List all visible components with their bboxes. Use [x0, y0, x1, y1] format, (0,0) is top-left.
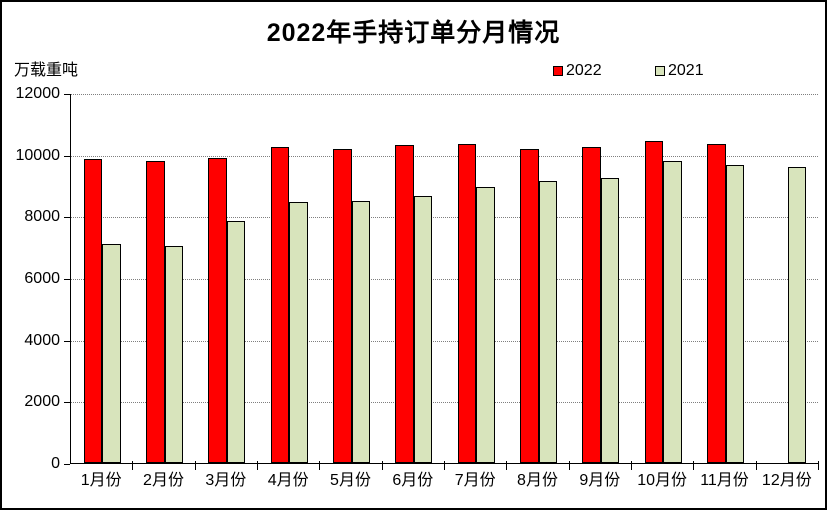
x-axis-tick [631, 461, 632, 470]
bar-2021-1月份 [102, 244, 121, 463]
bar-2021-6月份 [413, 196, 433, 463]
x-axis-tick [444, 461, 445, 470]
gridline-4000 [71, 340, 818, 342]
x-axis-label-12月份: 12月份 [761, 472, 812, 489]
y-axis-label: 12000 [15, 85, 61, 102]
bar-2021-7月份 [476, 187, 495, 463]
y-axis-tick [64, 155, 70, 157]
x-axis-label-1月份: 1月份 [80, 472, 122, 489]
legend: 2022 2021 [2, 62, 825, 82]
bar-2021-2月份 [164, 245, 183, 463]
gridline-6000 [71, 279, 818, 280]
bar-2022-1月份 [83, 159, 103, 463]
gridline-12000 [71, 94, 818, 95]
bar-2022-10月份 [644, 140, 664, 463]
bar-2022-4月份 [270, 146, 290, 463]
gridline-8000 [71, 217, 818, 219]
y-axis-label: 0 [51, 455, 60, 472]
x-axis-label-7月份: 7月份 [454, 472, 496, 489]
x-axis-tick [381, 461, 383, 470]
bar-2021-5月份 [351, 200, 370, 463]
x-axis-label-4月份: 4月份 [267, 472, 309, 489]
x-axis-label-10月份: 10月份 [637, 472, 688, 489]
x-axis-tick [319, 461, 321, 470]
y-axis-tick [64, 94, 70, 95]
bar-2021-4月份 [289, 202, 308, 463]
x-axis-tick [506, 461, 508, 470]
x-axis-label-5月份: 5月份 [330, 472, 371, 489]
x-axis-label-11月份: 11月份 [700, 472, 749, 489]
x-axis-tick [755, 461, 757, 470]
y-axis-tick [64, 464, 70, 465]
y-axis-tick [64, 217, 70, 219]
legend-item-2022: 2022 [553, 62, 602, 80]
x-axis-label-6月份: 6月份 [392, 472, 434, 489]
x-axis-tick [693, 461, 695, 470]
y-axis-tick [64, 402, 70, 404]
y-axis-label: 4000 [24, 331, 60, 349]
y-axis-label: 8000 [24, 208, 60, 226]
bar-2021-3月份 [226, 220, 246, 463]
y-axis-tick [64, 340, 70, 342]
legend-swatch-2021 [655, 66, 665, 76]
gridline-10000 [71, 155, 818, 157]
bar-2022-9月份 [582, 146, 601, 463]
bar-2021-8月份 [538, 180, 557, 463]
y-axis-label: 2000 [24, 393, 60, 411]
bar-2022-8月份 [520, 148, 539, 463]
chart-title: 2022年手持订单分月情况 [266, 19, 561, 47]
x-axis-label-8月份: 8月份 [517, 472, 558, 489]
bar-2022-6月份 [395, 145, 414, 463]
x-axis-label-9月份: 9月份 [579, 472, 621, 489]
bar-2022-11月份 [707, 143, 726, 463]
bar-2021-9月份 [600, 177, 620, 463]
bar-2022-7月份 [457, 143, 477, 463]
x-axis-tick [194, 461, 196, 470]
bar-2021-12月份 [787, 167, 807, 463]
x-axis-tick [257, 461, 258, 470]
y-axis-label: 10000 [15, 146, 61, 164]
x-axis-label-2月份: 2月份 [143, 472, 184, 489]
bar-2022-2月份 [146, 160, 165, 463]
bar-2022-3月份 [208, 157, 227, 463]
legend-swatch-2022 [553, 66, 563, 76]
legend-label: 2022 [566, 62, 602, 79]
bar-2021-11月份 [725, 165, 744, 463]
x-axis-tick [568, 461, 570, 470]
y-axis-tick [64, 279, 70, 280]
x-axis-tick [132, 461, 134, 470]
bar-2022-5月份 [333, 148, 352, 463]
x-axis-label-3月份: 3月份 [205, 472, 247, 489]
legend-item-2021: 2021 [655, 62, 704, 80]
y-axis-unit-label: 万载重吨 [14, 62, 79, 79]
legend-label: 2021 [668, 62, 704, 79]
gridline-2000 [71, 402, 818, 404]
bar-2021-10月份 [663, 160, 682, 463]
x-axis-tick [818, 461, 819, 470]
plot-area [70, 94, 818, 464]
y-axis-label: 6000 [24, 270, 60, 287]
